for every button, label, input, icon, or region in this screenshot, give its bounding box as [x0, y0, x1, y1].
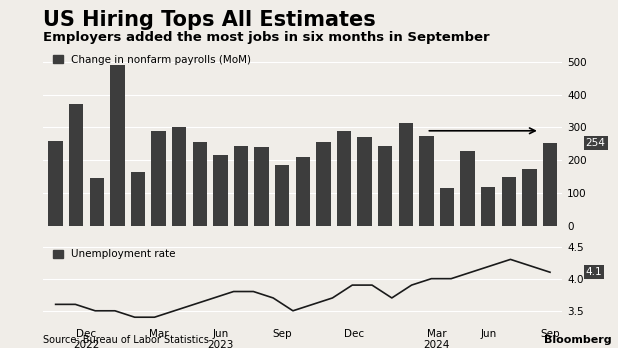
- Bar: [110, 65, 125, 226]
- Bar: [90, 179, 104, 226]
- Legend: Unemployment rate: Unemployment rate: [48, 245, 180, 264]
- Text: US Hiring Tops All Estimates: US Hiring Tops All Estimates: [43, 10, 376, 30]
- Bar: [460, 151, 475, 226]
- Bar: [255, 147, 269, 226]
- Bar: [440, 188, 454, 226]
- Bar: [522, 169, 536, 226]
- Bar: [275, 165, 289, 226]
- Bar: [172, 127, 187, 226]
- Text: Source: Bureau of Labor Statistics: Source: Bureau of Labor Statistics: [43, 334, 209, 345]
- Bar: [151, 131, 166, 226]
- Bar: [316, 142, 331, 226]
- Bar: [234, 145, 248, 226]
- Legend: Change in nonfarm payrolls (MoM): Change in nonfarm payrolls (MoM): [48, 50, 256, 69]
- Bar: [295, 157, 310, 226]
- Text: 254: 254: [586, 137, 606, 148]
- Bar: [399, 122, 413, 226]
- Bar: [69, 104, 83, 226]
- Bar: [481, 187, 496, 226]
- Bar: [502, 177, 516, 226]
- Bar: [378, 145, 392, 226]
- Bar: [131, 172, 145, 226]
- Bar: [419, 136, 434, 226]
- Bar: [193, 142, 207, 226]
- Text: 4.1: 4.1: [586, 267, 603, 277]
- Text: Bloomberg: Bloomberg: [544, 334, 612, 345]
- Bar: [48, 141, 63, 226]
- Text: Employers added the most jobs in six months in September: Employers added the most jobs in six mon…: [43, 31, 490, 44]
- Bar: [213, 156, 227, 226]
- Bar: [543, 143, 557, 226]
- Bar: [337, 131, 351, 226]
- Bar: [357, 137, 372, 226]
